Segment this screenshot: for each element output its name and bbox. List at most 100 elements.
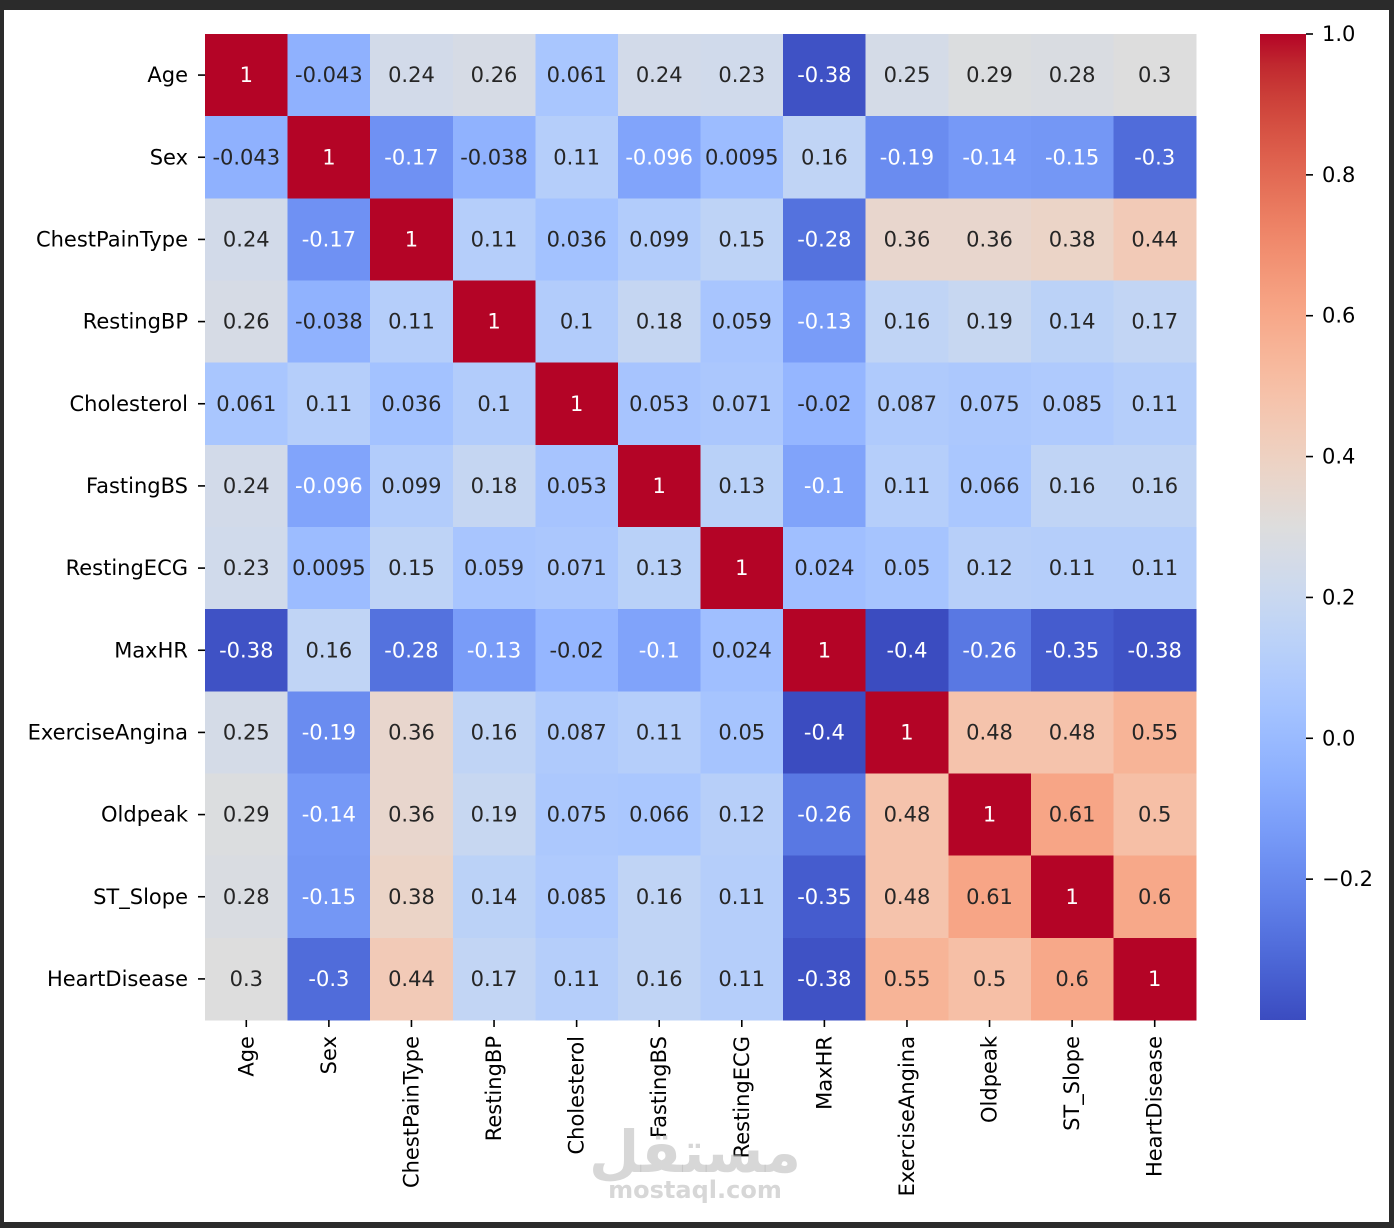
cell-annotation: 0.19 — [471, 803, 518, 827]
cell-annotation: 1 — [405, 227, 418, 251]
heatmap-cell — [617, 527, 702, 610]
heatmap-cell — [370, 855, 454, 939]
cell-annotation: -0.13 — [467, 638, 521, 662]
cell-annotation: -0.26 — [797, 803, 851, 827]
cell-annotation: 0.55 — [884, 967, 931, 991]
heatmap-cell — [948, 609, 1032, 692]
heatmap-cell — [948, 937, 1032, 1021]
heatmap-cell — [535, 855, 619, 939]
heatmap-cell — [535, 280, 619, 364]
heatmap-cell — [617, 609, 702, 692]
x-axis: Age Sex ChestPainType RestingBP Cholesterol F… — [234, 1020, 1167, 1196]
cell-annotation: 0.16 — [471, 720, 518, 744]
heatmap-cell — [783, 773, 867, 857]
cell-annotation: 0.11 — [553, 145, 600, 169]
cell-annotation: 0.38 — [1049, 227, 1096, 251]
heatmap-cell — [287, 691, 371, 775]
colorbar-tick-label: 0.0 — [1322, 726, 1355, 750]
cell-annotation: 0.44 — [1131, 227, 1178, 251]
cell-annotation: 1 — [1065, 885, 1078, 909]
cell-annotation: 0.36 — [884, 227, 931, 251]
cell-annotation: 1 — [983, 803, 996, 827]
cell-annotation: 0.3 — [230, 967, 263, 991]
watermark: مستقل mostaql.com — [589, 1118, 801, 1204]
heatmap-cell — [1113, 280, 1197, 364]
heatmap-cell — [700, 937, 784, 1021]
heatmap-cell — [452, 527, 536, 610]
heatmap-cell — [287, 773, 371, 857]
heatmap-cell — [783, 609, 867, 692]
heatmap-cell — [205, 198, 289, 282]
heatmap-cell — [617, 444, 702, 528]
heatmap-cell — [700, 362, 784, 446]
heatmap-cell — [700, 691, 784, 775]
cell-annotation: 0.071 — [547, 556, 607, 580]
heatmap-cell — [700, 855, 784, 939]
heatmap-cell — [287, 937, 371, 1021]
cell-annotation: 0.26 — [223, 310, 270, 334]
cell-annotation: 0.5 — [1138, 803, 1171, 827]
heatmap-cell — [865, 34, 949, 117]
heatmap-cell — [617, 937, 702, 1021]
cell-annotation: 0.024 — [794, 556, 854, 580]
cell-annotation: -0.15 — [1045, 145, 1099, 169]
heatmap-cell — [700, 280, 784, 364]
heatmap-cell — [1030, 116, 1115, 199]
cell-annotation: 0.11 — [388, 310, 435, 334]
heatmap-cell — [205, 362, 289, 446]
heatmap-cell — [617, 362, 702, 446]
heatmap-cell — [452, 116, 536, 199]
colorbar-tick-label: 0.6 — [1322, 304, 1355, 328]
heatmap-cell — [370, 34, 454, 117]
heatmap-cell — [452, 198, 536, 282]
heatmap-cell — [205, 34, 289, 117]
heatmap-cell — [287, 609, 371, 692]
cell-annotation: 0.25 — [223, 720, 270, 744]
heatmap-cell — [700, 198, 784, 282]
cell-annotation: 0.085 — [547, 885, 607, 909]
cell-annotation: 0.6 — [1055, 967, 1088, 991]
cell-annotation: 0.0095 — [705, 145, 778, 169]
cell-annotation: 0.25 — [884, 63, 931, 87]
heatmap-cell — [370, 773, 454, 857]
cell-annotation: 0.024 — [712, 638, 772, 662]
cell-annotation: 0.16 — [305, 638, 352, 662]
heatmap-cell — [287, 198, 371, 282]
heatmap-cell — [783, 691, 867, 775]
cell-annotation: 0.11 — [1131, 556, 1178, 580]
cell-annotation: 0.061 — [547, 63, 607, 87]
heatmap-cell — [948, 34, 1032, 117]
cell-annotation: 0.12 — [718, 803, 765, 827]
cell-annotation: 0.053 — [629, 392, 689, 416]
cell-annotation: 0.14 — [471, 885, 518, 909]
cell-annotation: 0.11 — [553, 967, 600, 991]
watermark-url: mostaql.com — [608, 1176, 782, 1204]
cell-annotation: -0.096 — [625, 145, 693, 169]
y-tick-label: Cholesterol — [69, 392, 188, 416]
cell-annotation: 0.29 — [966, 63, 1013, 87]
cell-annotation: 0.18 — [471, 474, 518, 498]
cell-annotation: -0.35 — [797, 885, 851, 909]
cell-annotation: 0.24 — [636, 63, 683, 87]
x-tick-label: Sex — [317, 1036, 341, 1074]
heatmap-cell — [370, 116, 454, 199]
heatmap-cell — [1030, 937, 1115, 1021]
cell-annotation: 0.16 — [636, 967, 683, 991]
heatmap-cell — [535, 444, 619, 528]
cell-annotation: 0.26 — [471, 63, 518, 87]
x-tick-label: Oldpeak — [978, 1035, 1002, 1123]
heatmap-cell — [1030, 198, 1115, 282]
cell-annotation: 0.18 — [636, 310, 683, 334]
cell-annotation: 0.23 — [223, 556, 270, 580]
x-tick-label: Age — [234, 1036, 258, 1077]
heatmap-cell — [1113, 362, 1197, 446]
heatmap-cell — [370, 280, 454, 364]
cell-annotation: -0.043 — [295, 63, 363, 87]
heatmap-cell — [287, 34, 371, 117]
x-tick-label: HeartDisease — [1143, 1036, 1167, 1177]
heatmap-cell — [287, 527, 371, 610]
heatmap-cell — [617, 34, 702, 117]
y-axis: Age Sex ChestPainType RestingBP Cholesterol F… — [28, 63, 205, 991]
cell-annotation: 0.066 — [629, 803, 689, 827]
heatmap-cell — [452, 691, 536, 775]
